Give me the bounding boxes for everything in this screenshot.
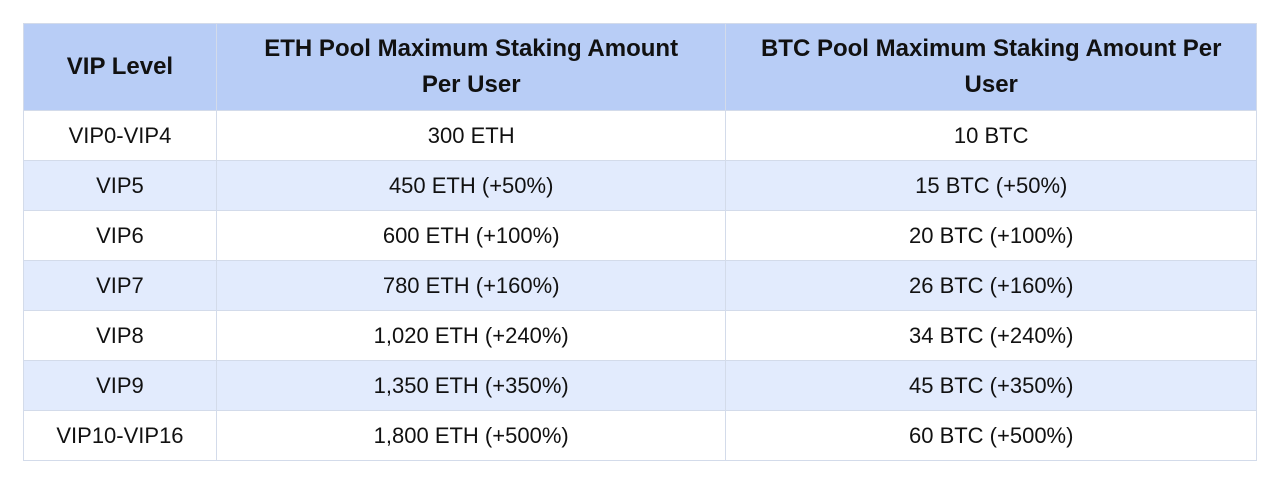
table-row: VIP5 450 ETH (+50%) 15 BTC (+50%): [23, 160, 1257, 211]
header-cell: BTC Pool Maximum Staking Amount Per User: [725, 23, 1257, 111]
header-row: VIP Level ETH Pool Maximum Staking Amount…: [23, 23, 1257, 111]
table-cell: 26 BTC (+160%): [725, 260, 1257, 311]
table-cell: 15 BTC (+50%): [725, 160, 1257, 211]
staking-table: VIP Level ETH Pool Maximum Staking Amount…: [23, 23, 1257, 461]
table-cell: 34 BTC (+240%): [725, 310, 1257, 361]
table-body: VIP0-VIP4 300 ETH 10 BTC VIP5 450 ETH (+50%)…: [23, 110, 1257, 461]
table-cell: 780 ETH (+160%): [215, 260, 727, 311]
table-cell: 450 ETH (+50%): [215, 160, 727, 211]
table-row: VIP7 780 ETH (+160%) 26 BTC (+160%): [23, 260, 1257, 311]
table-cell: 60 BTC (+500%): [725, 410, 1257, 461]
table-row: VIP9 1,350 ETH (+350%) 45 BTC (+350%): [23, 360, 1257, 411]
table-cell: 1,350 ETH (+350%): [215, 360, 727, 411]
table-cell: 45 BTC (+350%): [725, 360, 1257, 411]
table-cell: VIP0-VIP4: [23, 110, 217, 161]
header-cell: ETH Pool Maximum Staking Amount Per User: [215, 23, 727, 111]
table-row: VIP6 600 ETH (+100%) 20 BTC (+100%): [23, 210, 1257, 261]
table-cell: VIP6: [23, 210, 217, 261]
table-cell: 300 ETH: [215, 110, 727, 161]
table-row: VIP8 1,020 ETH (+240%) 34 BTC (+240%): [23, 310, 1257, 361]
table-cell: VIP5: [23, 160, 217, 211]
table-cell: VIP9: [23, 360, 217, 411]
table-cell: 1,800 ETH (+500%): [215, 410, 727, 461]
table-cell: VIP7: [23, 260, 217, 311]
table-cell: 600 ETH (+100%): [215, 210, 727, 261]
table-cell: VIP10-VIP16: [23, 410, 217, 461]
table-row: VIP0-VIP4 300 ETH 10 BTC: [23, 110, 1257, 161]
table-cell: 20 BTC (+100%): [725, 210, 1257, 261]
table-cell: VIP8: [23, 310, 217, 361]
table-row: VIP10-VIP16 1,800 ETH (+500%) 60 BTC (+500…: [23, 410, 1257, 461]
header-cell: VIP Level: [23, 23, 217, 111]
table-cell: 1,020 ETH (+240%): [215, 310, 727, 361]
table-cell: 10 BTC: [725, 110, 1257, 161]
